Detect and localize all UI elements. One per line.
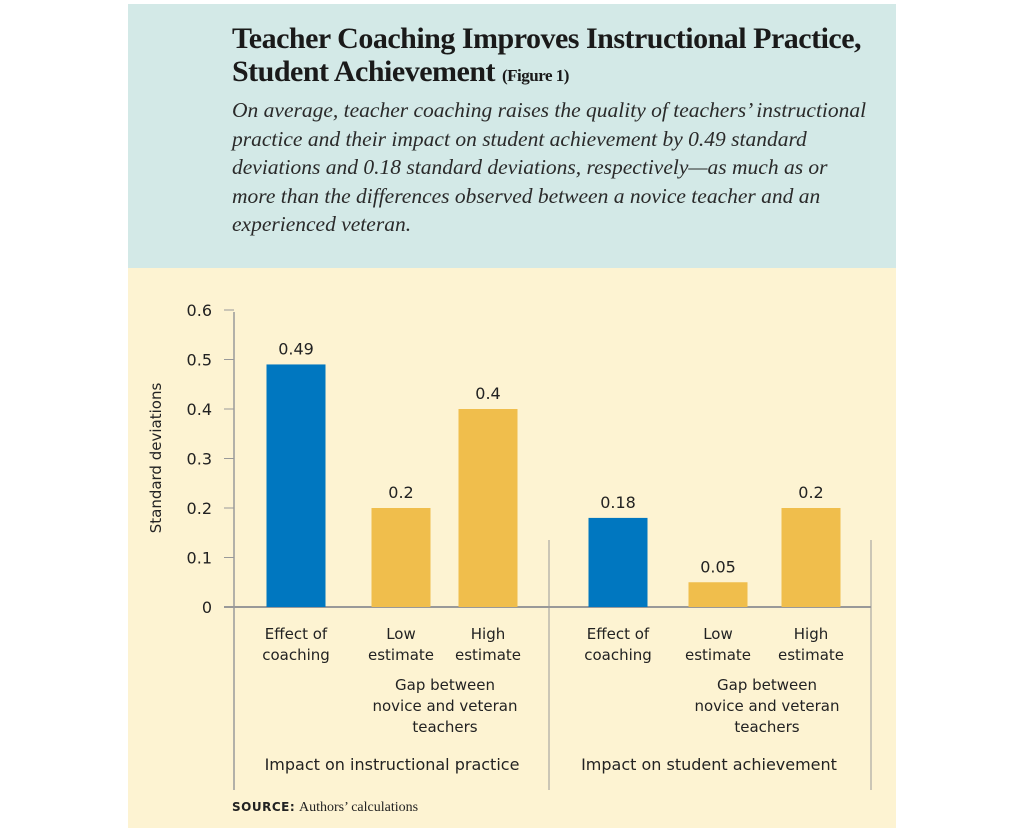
x-tick-label: High [794, 625, 828, 643]
y-tick-label: 0.4 [187, 400, 212, 419]
chart-title: Teacher Coaching Improves Instructional … [232, 22, 872, 92]
y-tick-label: 0.5 [187, 351, 212, 370]
data-label: 0.49 [278, 339, 314, 358]
y-axis-label: Standard deviations [147, 383, 165, 534]
x-tick-label: High [471, 625, 505, 643]
subgroup-label: novice and veteran [372, 697, 517, 715]
bar [458, 409, 518, 607]
group-label: Impact on instructional practice [265, 755, 520, 774]
bar [781, 508, 841, 607]
x-tick-label: estimate [685, 646, 751, 664]
x-tick-label: coaching [584, 646, 652, 664]
subgroup-label: novice and veteran [694, 697, 839, 715]
title-text: Teacher Coaching Improves Instructional … [232, 22, 862, 88]
subgroup-label: Gap between [395, 676, 495, 694]
data-label: 0.2 [798, 483, 823, 502]
figure-panel: Teacher Coaching Improves Instructional … [128, 4, 896, 828]
data-label: 0.05 [700, 557, 736, 576]
data-label: 0.4 [475, 384, 500, 403]
y-tick-label: 0.3 [187, 450, 212, 469]
x-tick-label: estimate [778, 646, 844, 664]
figure-label: (Figure 1) [502, 66, 569, 85]
bar [588, 517, 648, 607]
y-tick-label: 0.6 [187, 301, 212, 320]
source-label: SOURCE: [232, 800, 296, 814]
bar [266, 364, 326, 607]
x-tick-label: Effect of [587, 625, 650, 643]
x-tick-label: Low [386, 625, 416, 643]
y-tick-label: 0 [202, 598, 212, 617]
bar [688, 582, 748, 607]
subgroup-label: teachers [734, 718, 799, 736]
x-tick-label: Effect of [265, 625, 328, 643]
data-label: 0.2 [388, 483, 413, 502]
y-tick-label: 0.1 [187, 549, 212, 568]
x-tick-label: estimate [455, 646, 521, 664]
chart-subtitle: On average, teacher coaching raises the … [232, 98, 867, 236]
subgroup-label: Gap between [717, 676, 817, 694]
bar [371, 508, 431, 607]
source-text: Authors’ calculations [298, 800, 419, 815]
y-tick-label: 0.2 [187, 499, 212, 518]
subgroup-label: teachers [412, 718, 477, 736]
data-label: 0.18 [600, 493, 636, 512]
x-tick-label: Low [703, 625, 733, 643]
x-tick-label: estimate [368, 646, 434, 664]
source-note: SOURCE: Authors’ calculations [232, 800, 418, 816]
x-tick-label: coaching [262, 646, 330, 664]
header: Teacher Coaching Improves Instructional … [128, 4, 896, 268]
group-label: Impact on student achievement [581, 755, 837, 774]
